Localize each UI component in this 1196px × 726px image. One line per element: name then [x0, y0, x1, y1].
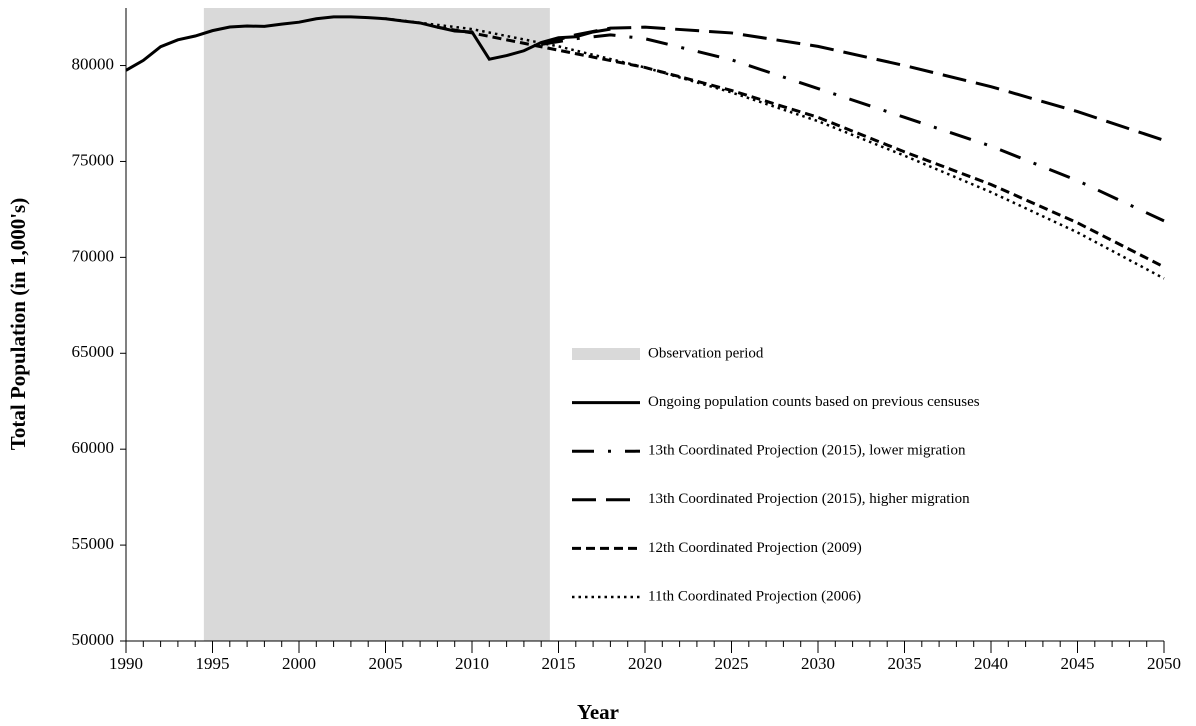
legend-label: 13th Coordinated Projection (2015), high…: [648, 491, 970, 507]
series-line: [125, 15, 611, 72]
y-tick-label: 50000: [72, 630, 115, 649]
legend-label: 12th Coordinated Projection (2009): [648, 540, 862, 556]
x-tick-label: 2020: [628, 654, 662, 673]
x-tick-label: 2035: [888, 654, 922, 673]
x-tick-label: 2005: [369, 654, 403, 673]
x-tick-label: 2045: [1061, 654, 1095, 673]
x-tick-label: 2010: [455, 654, 489, 673]
series-line: [385, 17, 1165, 280]
x-tick-label: 1995: [196, 654, 230, 673]
series-line: [540, 25, 1165, 142]
y-tick-label: 75000: [72, 150, 115, 169]
y-tick-label: 60000: [72, 438, 115, 457]
legend-label: Ongoing population counts based on previ…: [648, 394, 980, 410]
legend-label: 11th Coordinated Projection (2006): [648, 588, 861, 604]
x-tick-label: 1990: [109, 654, 143, 673]
legend-label: 13th Coordinated Projection (2015), lowe…: [648, 443, 966, 459]
observation-span: [203, 8, 550, 641]
y-tick-label: 80000: [72, 54, 115, 73]
series-line: [437, 25, 1165, 269]
x-axis-title: Year: [577, 700, 619, 724]
x-tick-label: 2000: [282, 654, 316, 673]
y-tick-label: 70000: [72, 246, 115, 265]
legend-label: Observation period: [648, 345, 764, 361]
x-tick-label: 2040: [974, 654, 1008, 673]
x-tick-label: 2015: [542, 654, 576, 673]
legend-swatch: [572, 348, 640, 360]
y-axis-title: Total Population (in 1,000's): [6, 198, 30, 450]
y-tick-label: 65000: [72, 342, 115, 361]
series-line: [540, 33, 1165, 223]
x-tick-label: 2050: [1147, 654, 1181, 673]
x-tick-label: 2025: [715, 654, 749, 673]
y-tick-label: 55000: [72, 534, 115, 553]
x-tick-label: 2030: [801, 654, 835, 673]
